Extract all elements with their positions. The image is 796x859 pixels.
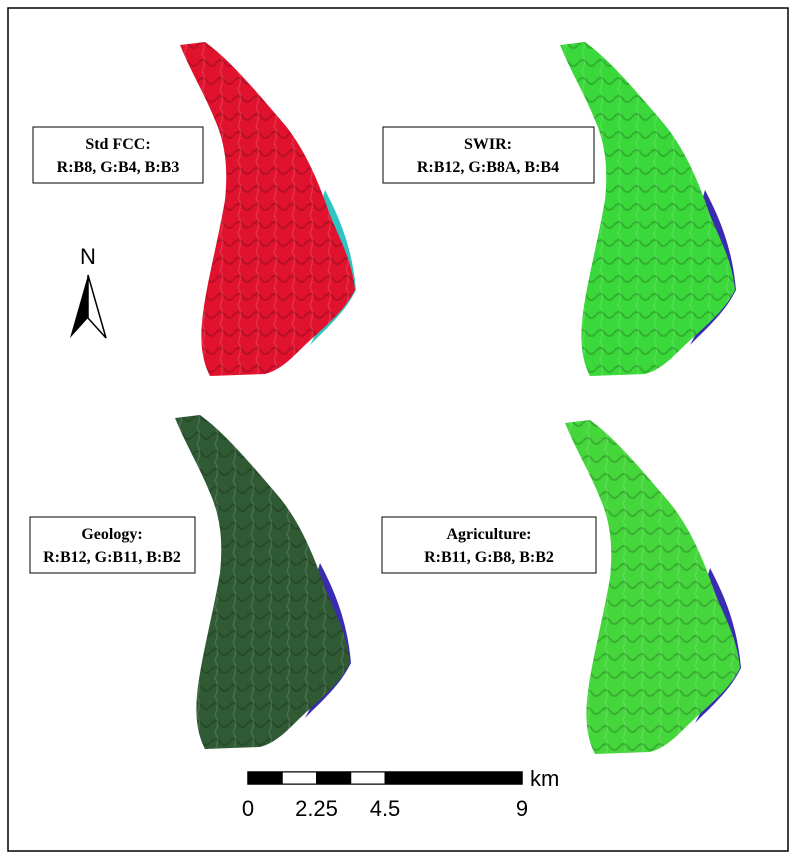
scale-unit: km: [530, 766, 559, 791]
scale-segment: [385, 772, 522, 784]
scale-tick-label: 9: [516, 796, 528, 821]
north-label: N: [80, 244, 96, 269]
panel-bands: R:B8, G:B4, B:B3: [57, 159, 180, 176]
label-box: Std FCC: R:B8, G:B4, B:B3: [33, 127, 203, 183]
label-box: Geology: R:B12, G:B11, B:B2: [30, 517, 195, 573]
panel-bands: R:B11, G:B8, B:B2: [424, 549, 554, 566]
panel-title: Geology:: [81, 526, 142, 543]
label-box: Agriculture: R:B11, G:B8, B:B2: [382, 517, 596, 573]
map-figure: Std FCC: R:B8, G:B4, B:B3 SWIR: R:B12, G…: [0, 0, 796, 859]
panel-title: Std FCC:: [85, 136, 150, 153]
panel-bands: R:B12, G:B11, B:B2: [43, 549, 181, 566]
scale-tick-label: 4.5: [370, 796, 401, 821]
panel-bands: R:B12, G:B8A, B:B4: [417, 159, 559, 176]
label-box: SWIR: R:B12, G:B8A, B:B4: [383, 127, 594, 183]
panel-title: SWIR:: [464, 136, 512, 153]
scale-segment: [317, 772, 351, 784]
scale-tick-label: 0: [242, 796, 254, 821]
page: {"panels": [ {"title": "Std FCC:", "band…: [0, 0, 796, 859]
panel-title: Agriculture:: [446, 526, 531, 543]
scale-segment: [282, 772, 316, 784]
scale-tick-label: 2.25: [295, 796, 338, 821]
scale-segment: [248, 772, 282, 784]
scale-segment: [351, 772, 385, 784]
